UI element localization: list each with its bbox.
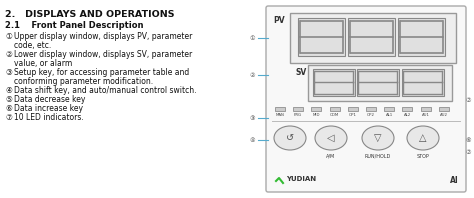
Bar — [308, 65, 452, 101]
Text: AL1: AL1 — [385, 113, 393, 117]
Text: ③: ③ — [5, 68, 12, 77]
Text: Lower display window, displays SV, parameter: Lower display window, displays SV, param… — [14, 50, 192, 59]
Ellipse shape — [407, 126, 439, 150]
Text: PRG: PRG — [294, 113, 302, 117]
Text: AI: AI — [450, 176, 459, 185]
Bar — [348, 18, 395, 56]
Bar — [275, 107, 285, 111]
Bar — [311, 107, 321, 111]
Text: 2.1    Front Panel Description: 2.1 Front Panel Description — [5, 21, 144, 30]
Text: ⑦: ⑦ — [466, 150, 472, 155]
Text: ◁: ◁ — [327, 133, 335, 143]
Text: Data shift key, and auto/manual control switch.: Data shift key, and auto/manual control … — [14, 86, 197, 95]
Text: 10 LED indicators.: 10 LED indicators. — [14, 113, 84, 122]
Text: ⑦: ⑦ — [466, 97, 472, 103]
Text: ①: ① — [5, 32, 12, 41]
Text: ②: ② — [5, 50, 12, 59]
Text: A/M: A/M — [327, 154, 336, 159]
Text: MAN: MAN — [275, 113, 284, 117]
Bar — [298, 18, 345, 56]
Ellipse shape — [315, 126, 347, 150]
Bar — [402, 69, 444, 96]
Text: Data decrease key: Data decrease key — [14, 95, 85, 104]
Text: conforming parameter modification.: conforming parameter modification. — [14, 77, 153, 86]
Text: OP2: OP2 — [367, 113, 375, 117]
Text: △: △ — [419, 133, 427, 143]
Text: ①: ① — [249, 35, 255, 41]
Text: ②: ② — [249, 72, 255, 77]
Bar — [420, 107, 430, 111]
Text: ③: ③ — [249, 115, 255, 121]
Bar — [366, 107, 376, 111]
Bar — [357, 69, 399, 96]
Text: ⑥: ⑥ — [5, 104, 12, 113]
Text: COM: COM — [330, 113, 339, 117]
Text: AU1: AU1 — [421, 113, 429, 117]
Ellipse shape — [274, 126, 306, 150]
Text: OP1: OP1 — [349, 113, 357, 117]
Text: ④: ④ — [249, 137, 255, 143]
Bar — [348, 107, 358, 111]
Text: value, or alarm: value, or alarm — [14, 59, 72, 68]
Text: AL2: AL2 — [404, 113, 411, 117]
Bar — [439, 107, 449, 111]
Text: ⑤: ⑤ — [5, 95, 12, 104]
Bar — [290, 13, 456, 63]
Text: ⑦: ⑦ — [5, 113, 12, 122]
Text: Setup key, for accessing parameter table and: Setup key, for accessing parameter table… — [14, 68, 189, 77]
Text: ⑥: ⑥ — [466, 137, 472, 143]
Text: 2.   DISPLAYS AND OPERATIONS: 2. DISPLAYS AND OPERATIONS — [5, 10, 174, 19]
Text: ④: ④ — [5, 86, 12, 95]
Text: ↺: ↺ — [286, 133, 294, 143]
Ellipse shape — [362, 126, 394, 150]
Text: Data increase key: Data increase key — [14, 104, 83, 113]
Bar — [293, 107, 303, 111]
Text: MID: MID — [312, 113, 320, 117]
Text: RUN/HOLD: RUN/HOLD — [365, 154, 391, 159]
Text: ▽: ▽ — [374, 133, 382, 143]
Text: code, etc.: code, etc. — [14, 41, 51, 50]
Text: STOP: STOP — [417, 154, 429, 159]
Bar — [402, 107, 412, 111]
Text: Upper display window, displays PV, parameter: Upper display window, displays PV, param… — [14, 32, 192, 41]
Text: SV: SV — [296, 68, 307, 76]
Text: AU2: AU2 — [440, 113, 448, 117]
Text: YUDIAN: YUDIAN — [286, 176, 316, 182]
Bar — [384, 107, 394, 111]
Bar — [329, 107, 339, 111]
Bar — [313, 69, 355, 96]
FancyBboxPatch shape — [266, 6, 466, 192]
Bar — [398, 18, 445, 56]
Text: PV: PV — [273, 15, 284, 25]
